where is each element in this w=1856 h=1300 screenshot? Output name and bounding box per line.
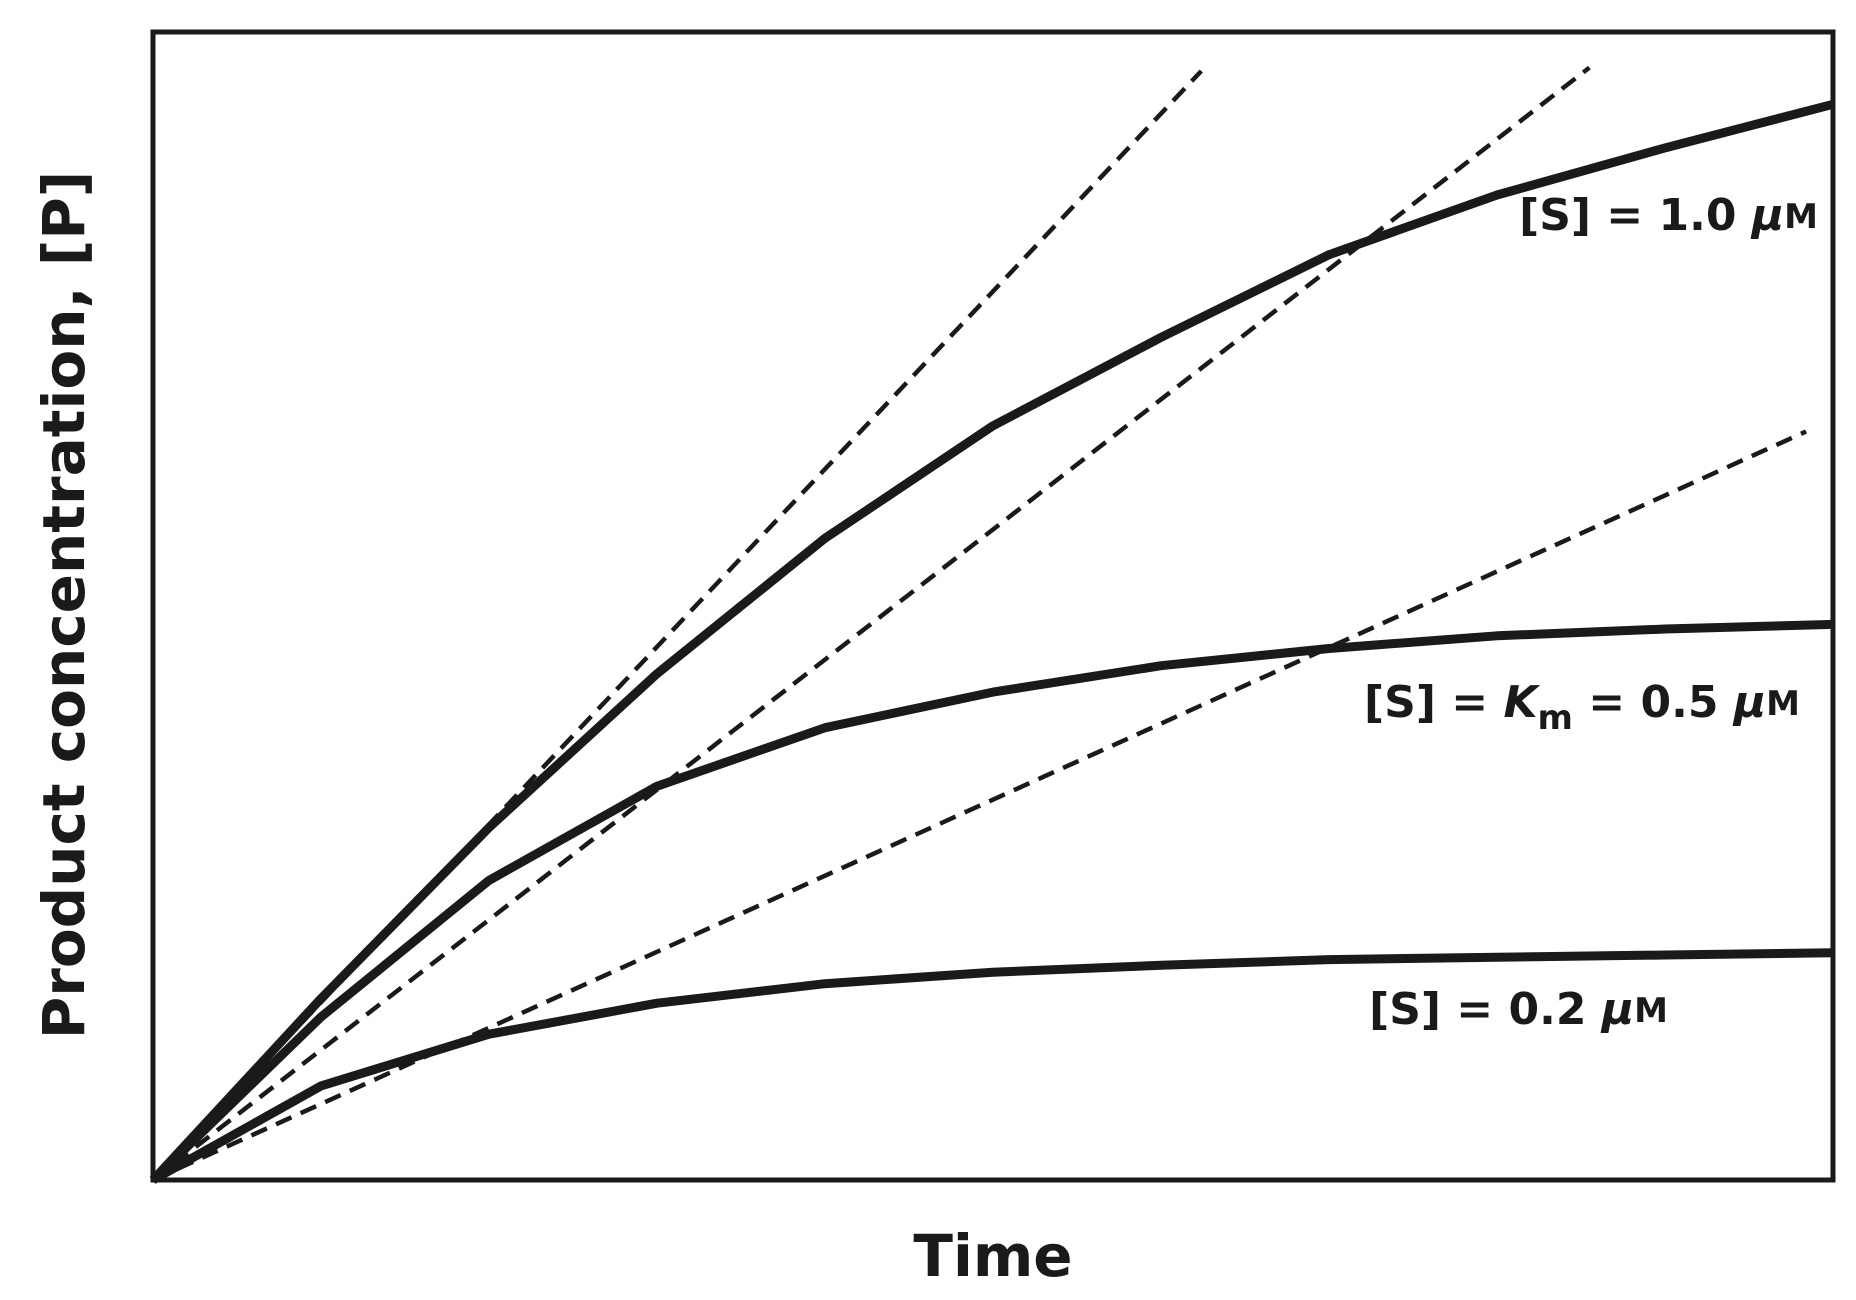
label-part: μ xyxy=(1600,984,1634,1035)
x-axis-title: Time xyxy=(913,1222,1072,1290)
label-part: μ xyxy=(1750,190,1784,241)
curve-label: [S] = 0.2 μM xyxy=(1369,984,1668,1035)
progress-curve xyxy=(149,619,1834,1184)
label-part: [S] = 1.0 xyxy=(1519,190,1752,241)
label-part: M xyxy=(1766,684,1800,724)
label-part: = 0.5 xyxy=(1573,677,1734,728)
curve-label: [S] = Km = 0.5 μM xyxy=(1364,677,1800,738)
label-part: [S] = 0.2 xyxy=(1369,984,1602,1035)
label-part: [S] = xyxy=(1364,677,1503,728)
label-part: K xyxy=(1503,677,1540,728)
y-axis-title: Product concentration, [P] xyxy=(30,171,98,1040)
label-part: M xyxy=(1634,991,1668,1031)
tangent-line xyxy=(151,65,1591,1182)
plot-frame xyxy=(150,29,1836,1183)
tangent-line xyxy=(152,429,1808,1183)
label-part: M xyxy=(1784,197,1818,237)
label-part: μ xyxy=(1732,677,1766,728)
label-part: m xyxy=(1538,698,1573,738)
tangent-line xyxy=(151,69,1203,1182)
curve-label: [S] = 1.0 μM xyxy=(1519,190,1818,241)
